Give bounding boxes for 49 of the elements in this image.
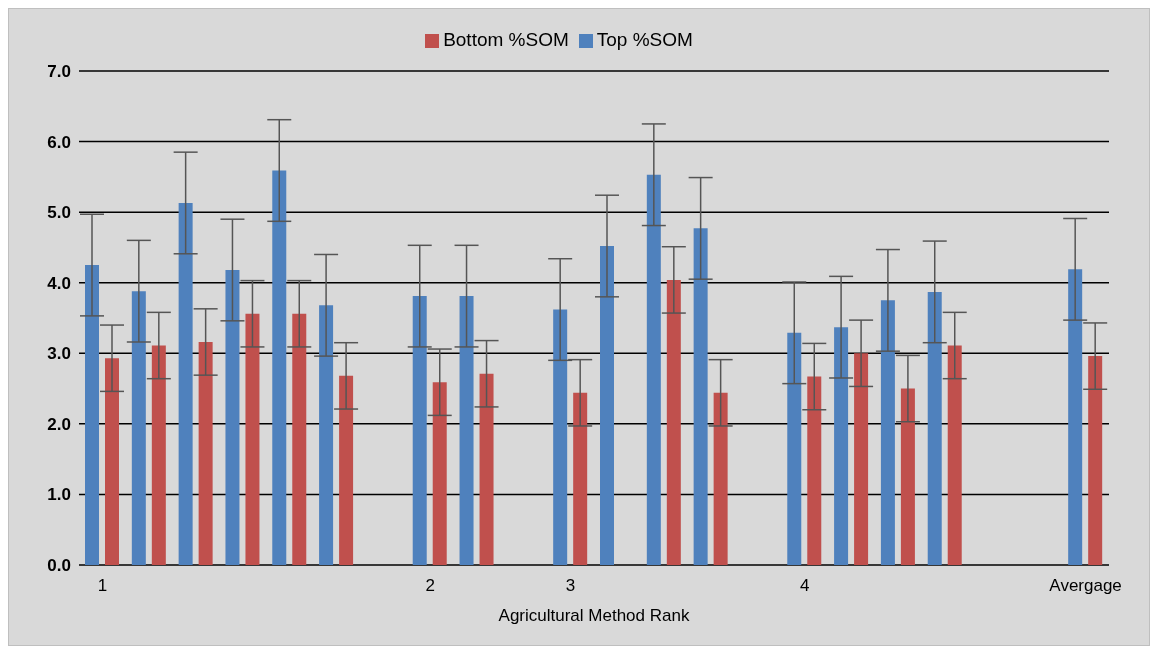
x-tick-label: 3 [565, 576, 576, 596]
bar [105, 358, 119, 565]
legend-label: Top %SOM [596, 29, 693, 50]
bar [292, 313, 307, 565]
x-tick-label: Avergage [1049, 576, 1122, 596]
bar [198, 341, 213, 565]
y-tick-label: 4.0 [47, 273, 71, 293]
bar [947, 345, 962, 565]
y-tick-label: 6.0 [47, 132, 71, 152]
bar [479, 373, 494, 565]
x-tick-label: 4 [799, 576, 810, 596]
legend-label: Bottom %SOM [443, 29, 569, 50]
bar [553, 309, 568, 565]
x-tick-label: 2 [425, 576, 435, 596]
bar [432, 382, 447, 565]
bar [85, 265, 99, 565]
bar [880, 300, 895, 565]
bar [151, 345, 166, 565]
bar [787, 332, 802, 565]
bar [666, 279, 681, 565]
bar [245, 313, 260, 565]
y-tick-label: 7.0 [47, 62, 71, 82]
bar [178, 202, 193, 565]
bar [412, 296, 427, 565]
bar [272, 170, 287, 565]
bar [807, 376, 822, 565]
bar [1088, 356, 1103, 565]
y-tick-label: 0.0 [47, 556, 71, 576]
bar [1068, 269, 1083, 565]
bar [693, 228, 708, 565]
bar [927, 291, 942, 565]
bar [834, 327, 849, 565]
y-tick-label: 3.0 [47, 344, 71, 364]
bar [573, 392, 588, 565]
bar [646, 174, 661, 565]
bar [225, 270, 240, 565]
bar [600, 246, 614, 565]
y-tick-label: 2.0 [47, 414, 71, 434]
bar [319, 305, 334, 565]
bar [339, 375, 354, 565]
y-tick-label: 5.0 [47, 203, 71, 223]
bar [713, 392, 728, 565]
bar [854, 353, 869, 565]
bar [459, 296, 474, 565]
y-tick-label: 1.0 [47, 485, 71, 505]
x-tick-label: 1 [97, 576, 108, 596]
bar [131, 291, 146, 565]
x-axis-title: Agricultural Method Rank [498, 606, 690, 625]
bar [900, 388, 915, 565]
